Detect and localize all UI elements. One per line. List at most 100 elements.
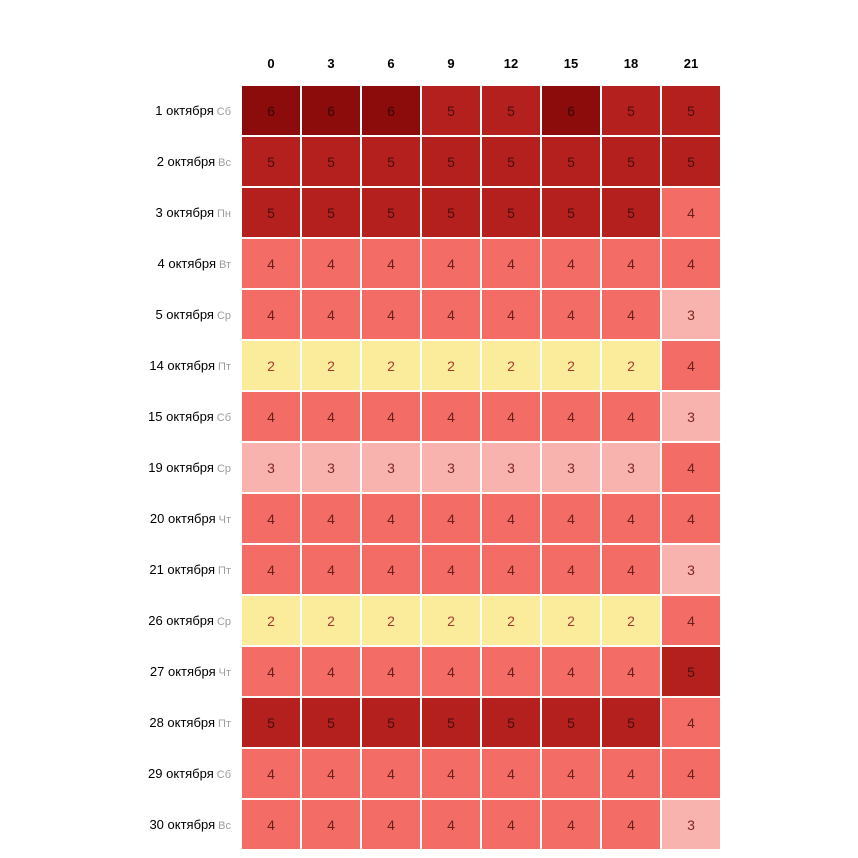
row-date: 29 октября [148, 766, 214, 781]
heatmap-cell: 5 [601, 697, 661, 748]
heatmap-cell: 2 [481, 595, 541, 646]
heatmap-cell: 3 [601, 442, 661, 493]
heatmap-cell: 4 [301, 799, 361, 850]
table-row: 21 октябряПт44444443 [130, 544, 721, 595]
heatmap-cell: 2 [421, 595, 481, 646]
row-day: Сб [217, 106, 231, 118]
heatmap-cell: 4 [601, 544, 661, 595]
row-day: Пн [217, 208, 231, 220]
row-date: 14 октября [149, 358, 215, 373]
heatmap-cell: 4 [481, 748, 541, 799]
heatmap-cell: 5 [421, 85, 481, 136]
table-row: 26 октябряСр22222224 [130, 595, 721, 646]
heatmap-cell: 4 [541, 748, 601, 799]
heatmap-table: 036912151821 1 октябряСб666556552 октябр… [130, 48, 721, 850]
table-row: 27 октябряЧт44444445 [130, 646, 721, 697]
heatmap-cell: 4 [601, 493, 661, 544]
row-label: 30 октябряВс [130, 799, 241, 850]
table-row: 30 октябряВс44444443 [130, 799, 721, 850]
column-header: 6 [361, 48, 421, 85]
heatmap-cell: 5 [601, 136, 661, 187]
heatmap-cell: 4 [481, 799, 541, 850]
heatmap-cell: 4 [301, 544, 361, 595]
heatmap-cell: 5 [241, 187, 301, 238]
heatmap-cell: 4 [661, 340, 721, 391]
heatmap-cell: 4 [301, 646, 361, 697]
heatmap-cell: 4 [541, 646, 601, 697]
heatmap-cell: 4 [361, 289, 421, 340]
row-label: 1 октябряСб [130, 85, 241, 136]
heatmap-cell: 5 [421, 187, 481, 238]
column-header: 3 [301, 48, 361, 85]
heatmap-cell: 2 [241, 340, 301, 391]
heatmap-cell: 4 [361, 238, 421, 289]
heatmap-cell: 4 [481, 289, 541, 340]
heatmap-cell: 4 [361, 646, 421, 697]
heatmap-cell: 2 [541, 595, 601, 646]
table-row: 19 октябряСр33333334 [130, 442, 721, 493]
table-row: 1 октябряСб66655655 [130, 85, 721, 136]
table-row: 14 октябряПт22222224 [130, 340, 721, 391]
row-label: 5 октябряСр [130, 289, 241, 340]
heatmap-cell: 6 [361, 85, 421, 136]
heatmap-cell: 4 [661, 697, 721, 748]
heatmap-cell: 3 [481, 442, 541, 493]
row-day: Пт [218, 565, 231, 577]
heatmap-cell: 2 [301, 595, 361, 646]
heatmap-cell: 4 [301, 748, 361, 799]
heatmap-cell: 4 [661, 238, 721, 289]
heatmap-cell: 5 [481, 187, 541, 238]
heatmap-cell: 4 [421, 391, 481, 442]
heatmap-cell: 4 [541, 289, 601, 340]
heatmap-cell: 3 [241, 442, 301, 493]
heatmap-cell: 6 [241, 85, 301, 136]
row-date: 4 октября [158, 256, 216, 271]
heatmap-cell: 4 [241, 289, 301, 340]
heatmap-cell: 4 [601, 238, 661, 289]
heatmap-cell: 4 [481, 238, 541, 289]
heatmap-cell: 4 [241, 238, 301, 289]
row-date: 30 октября [149, 817, 215, 832]
row-label: 28 октябряПт [130, 697, 241, 748]
table-row: 4 октябряВт44444444 [130, 238, 721, 289]
row-day: Чт [219, 514, 231, 526]
heatmap-cell: 5 [361, 697, 421, 748]
heatmap-cell: 4 [481, 544, 541, 595]
heatmap-cell: 4 [661, 187, 721, 238]
table-row: 15 октябряСб44444443 [130, 391, 721, 442]
heatmap-cell: 4 [361, 391, 421, 442]
heatmap-cell: 4 [421, 544, 481, 595]
row-label: 21 октябряПт [130, 544, 241, 595]
row-day: Пт [218, 361, 231, 373]
heatmap-cell: 4 [421, 799, 481, 850]
heatmap-cell: 5 [481, 136, 541, 187]
heatmap-cell: 5 [541, 187, 601, 238]
heatmap-cell: 3 [661, 289, 721, 340]
heatmap-cell: 4 [301, 238, 361, 289]
heatmap-cell: 3 [661, 391, 721, 442]
heatmap-cell: 2 [241, 595, 301, 646]
heatmap-cell: 4 [301, 289, 361, 340]
heatmap-container: 036912151821 1 октябряСб666556552 октябр… [130, 48, 721, 850]
row-date: 20 октября [150, 511, 216, 526]
heatmap-cell: 2 [421, 340, 481, 391]
heatmap-cell: 5 [481, 697, 541, 748]
heatmap-cell: 5 [241, 697, 301, 748]
heatmap-cell: 4 [481, 493, 541, 544]
row-day: Вс [218, 820, 231, 832]
row-label: 4 октябряВт [130, 238, 241, 289]
heatmap-cell: 4 [601, 646, 661, 697]
row-label: 19 октябряСр [130, 442, 241, 493]
heatmap-cell: 4 [541, 493, 601, 544]
heatmap-cell: 5 [601, 85, 661, 136]
row-label: 26 октябряСр [130, 595, 241, 646]
heatmap-cell: 6 [301, 85, 361, 136]
table-row: 3 октябряПн55555554 [130, 187, 721, 238]
heatmap-cell: 5 [601, 187, 661, 238]
row-day: Вт [219, 259, 231, 271]
heatmap-cell: 4 [481, 646, 541, 697]
heatmap-cell: 4 [541, 544, 601, 595]
row-date: 2 октября [157, 154, 215, 169]
row-day: Сб [217, 769, 231, 781]
heatmap-cell: 5 [241, 136, 301, 187]
